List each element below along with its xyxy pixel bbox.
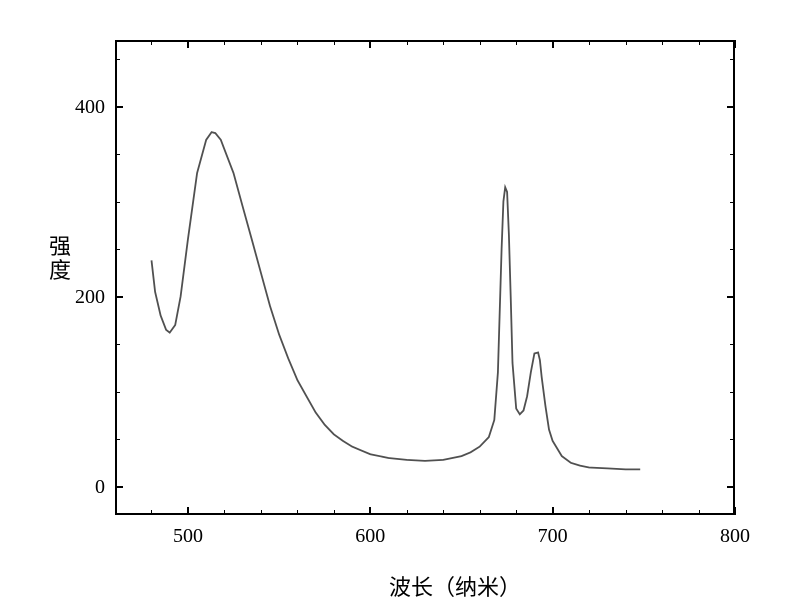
x-tick <box>734 40 736 48</box>
y-tick-label: 200 <box>45 286 105 309</box>
x-tick <box>369 507 371 515</box>
y-tick-minor <box>115 202 120 203</box>
x-tick-minor <box>297 40 298 45</box>
x-tick-minor <box>626 510 627 515</box>
y-tick <box>727 106 735 108</box>
x-tick-minor <box>443 40 444 45</box>
y-tick-minor <box>730 59 735 60</box>
y-tick-minor <box>115 392 120 393</box>
x-tick-minor <box>516 40 517 45</box>
y-tick <box>115 106 123 108</box>
y-tick-label: 400 <box>45 96 105 119</box>
x-tick-label: 500 <box>158 525 218 548</box>
x-tick-minor <box>407 40 408 45</box>
x-tick-minor <box>589 40 590 45</box>
x-tick-minor <box>261 510 262 515</box>
x-tick <box>552 40 554 48</box>
y-tick-minor <box>730 202 735 203</box>
x-tick-minor <box>407 510 408 515</box>
y-tick-label: 0 <box>45 476 105 499</box>
x-tick-minor <box>334 40 335 45</box>
y-tick-minor <box>115 154 120 155</box>
y-tick-minor <box>730 439 735 440</box>
y-tick-minor <box>730 344 735 345</box>
x-tick-minor <box>699 40 700 45</box>
y-tick-minor <box>115 249 120 250</box>
y-tick-minor <box>115 59 120 60</box>
x-tick <box>369 40 371 48</box>
x-tick-minor <box>443 510 444 515</box>
x-tick-minor <box>334 510 335 515</box>
x-tick <box>187 507 189 515</box>
x-tick-minor <box>151 40 152 45</box>
y-tick <box>727 296 735 298</box>
y-axis-label: 强度 <box>49 234 71 283</box>
x-tick-minor <box>662 40 663 45</box>
y-tick <box>115 486 123 488</box>
y-tick-minor <box>115 344 120 345</box>
spectrum-line <box>115 40 735 515</box>
x-tick-minor <box>261 40 262 45</box>
y-tick-minor <box>730 392 735 393</box>
x-tick <box>734 507 736 515</box>
x-tick-minor <box>516 510 517 515</box>
y-tick-minor <box>115 439 120 440</box>
x-tick-minor <box>297 510 298 515</box>
x-tick-minor <box>662 510 663 515</box>
y-tick-minor <box>730 154 735 155</box>
x-tick-minor <box>480 40 481 45</box>
x-tick-label: 700 <box>523 525 583 548</box>
x-tick-minor <box>151 510 152 515</box>
y-tick <box>115 296 123 298</box>
x-axis-label: 波长（纳米） <box>389 575 521 600</box>
x-tick <box>552 507 554 515</box>
x-tick <box>187 40 189 48</box>
x-tick-minor <box>589 510 590 515</box>
y-tick-minor <box>730 249 735 250</box>
x-tick-minor <box>626 40 627 45</box>
y-tick <box>727 486 735 488</box>
chart-container: 0200400500600700800 <box>115 40 735 515</box>
x-tick-minor <box>224 40 225 45</box>
x-tick-label: 600 <box>340 525 400 548</box>
x-tick-label: 800 <box>705 525 765 548</box>
x-tick-minor <box>480 510 481 515</box>
x-tick-minor <box>699 510 700 515</box>
x-tick-minor <box>224 510 225 515</box>
